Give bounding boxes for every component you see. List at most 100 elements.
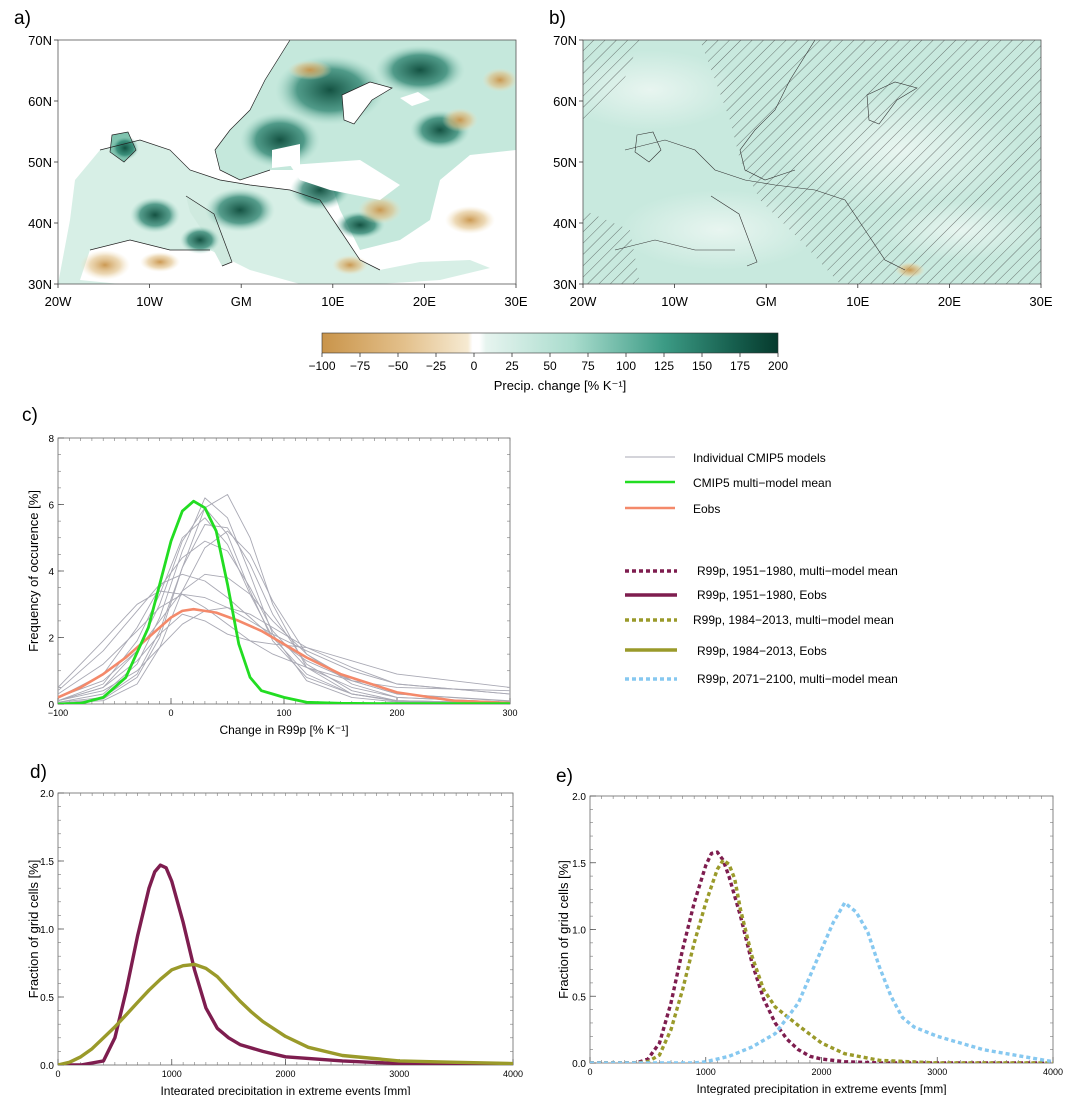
d-x-tick-label: 0: [55, 1069, 60, 1079]
colorbar-tick-label: 25: [505, 359, 519, 373]
d-y-axis-label: Fraction of grid cells [%]: [26, 860, 41, 999]
map-b-coastlines: [614, 39, 918, 271]
map-a-lon-label: 20E: [413, 294, 436, 309]
legend-label-individual: Individual CMIP5 models: [693, 451, 826, 465]
d-y-tick-label: 2.0: [40, 789, 54, 800]
chart-e: 0 1000 2000 3000 4000 0.0 0.5 1.0 1.5 2.0 Integrat…: [556, 792, 1063, 1095]
map-b-lon-label: 10W: [661, 294, 688, 309]
c-x-tick-label: 300: [502, 708, 517, 718]
map-a-lat-label: 30N: [28, 277, 52, 292]
panel-label-d: d): [30, 762, 47, 783]
colorbar: −100 −75 −50 −25 0 25 50 75 100 125 150 175 200 Prec…: [308, 332, 788, 393]
legend-label-r5: R99p, 2071−2100, multi−model mean: [697, 672, 898, 686]
map-a: [57, 39, 517, 285]
e-y-tick-label: 0.0: [572, 1059, 586, 1070]
map-b-lat-label: 50N: [553, 155, 577, 170]
d-x-tick-label: 2000: [275, 1069, 295, 1079]
map-a-coastlines: [89, 39, 393, 271]
colorbar-tick-label: 175: [730, 359, 750, 373]
c-x-axis-label: Change in R99p [% K⁻¹]: [219, 723, 348, 737]
map-a-lat-label: 50N: [28, 155, 52, 170]
c-series-individual-model: [58, 497, 510, 704]
colorbar-ticks: −100 −75 −50 −25 0 25 50 75 100 125 150 175 200: [308, 353, 788, 373]
e-x-axis-label: Integrated precipitation in extreme even…: [696, 1082, 946, 1095]
colorbar-tick-label: 0: [471, 359, 478, 373]
c-y-tick-label: 4: [48, 567, 54, 578]
c-y-tick-label: 8: [48, 434, 54, 445]
c-plot-frame: [57, 437, 511, 705]
map-b-lon-label: 30E: [1029, 294, 1052, 309]
colorbar-tick-label: −100: [308, 359, 335, 373]
map-b: [582, 39, 1042, 285]
e-x-tick-label: 0: [587, 1067, 592, 1077]
colorbar-tick-label: −50: [388, 359, 409, 373]
d-y-tick-label: 1.0: [40, 925, 54, 936]
colorbar-tick-label: −75: [350, 359, 371, 373]
panel-label-e: e): [556, 766, 573, 787]
d-series-r99p-1951-1980-eobs: [58, 863, 513, 1065]
legend-label-r3: R99p, 1984−2013, multi−model mean: [693, 613, 894, 627]
legend-r5: R99p, 2071−2100, multi−model mean: [625, 672, 898, 686]
map-b-lon-label: 10E: [846, 294, 869, 309]
c-series-individual-model: [58, 530, 510, 704]
legend-label-r2: R99p, 1951−1980, Eobs: [697, 588, 827, 602]
map-axes: 70N 60N 50N 40N 30N 20W 10W GM 10E 20E 30E 70N 60N 50…: [28, 33, 1053, 309]
legend-individual: Individual CMIP5 models: [625, 451, 826, 465]
e-series-r99p-2071-2100-mmm: [590, 901, 1053, 1063]
c-series-individual-model: [58, 613, 510, 702]
c-x-tick-label: 200: [389, 708, 404, 718]
legend-mmm: CMIP5 multi−model mean: [625, 476, 831, 490]
e-y-tick-label: 0.5: [572, 992, 586, 1003]
d-plot-frame: [57, 792, 514, 1066]
map-a-field: [58, 40, 516, 284]
e-x-tick-label: 4000: [1043, 1067, 1063, 1077]
map-a-lon-label: 10E: [321, 294, 344, 309]
d-x-tick-label: 3000: [389, 1069, 409, 1079]
legend-r3: R99p, 1984−2013, multi−model mean: [625, 613, 894, 627]
colorbar-label: Precip. change [% K⁻¹]: [494, 378, 627, 393]
d-y-tick-label: 1.5: [40, 857, 54, 868]
map-a-lat-label: 40N: [28, 216, 52, 231]
map-a-lat-label: 60N: [28, 94, 52, 109]
e-plot-frame: [589, 795, 1054, 1064]
map-b-lon-label: 20W: [570, 294, 597, 309]
d-x-tick-label: 1000: [162, 1069, 182, 1079]
c-series-individual-model: [58, 524, 510, 704]
map-b-lat-label: 60N: [553, 94, 577, 109]
c-x-tick-label: 100: [276, 708, 291, 718]
colorbar-tick-label: 125: [654, 359, 674, 373]
d-y-tick-label: 0.0: [40, 1061, 54, 1072]
map-b-lon-label: 20E: [938, 294, 961, 309]
panel-label-b: b): [549, 8, 566, 29]
e-x-tick-label: 1000: [696, 1067, 716, 1077]
map-a-lon-label: 30E: [504, 294, 527, 309]
d-y-tick-label: 0.5: [40, 993, 54, 1004]
c-y-tick-label: 6: [48, 501, 54, 512]
colorbar-tick-label: −25: [426, 359, 447, 373]
legend-r4: R99p, 1984−2013, Eobs: [625, 644, 827, 658]
d-series-r99p-1984-2013-eobs: [58, 962, 513, 1065]
chart-d: 0 1000 2000 3000 4000 0.0 0.5 1.0 1.5 2.0 Integrat…: [26, 789, 523, 1095]
map-a-lon-label: 10W: [136, 294, 163, 309]
map-b-lon-label: GM: [756, 294, 777, 309]
legend-eobs: Eobs: [625, 502, 720, 516]
map-a-lon-label: GM: [231, 294, 252, 309]
c-series-multi-model-mean: [58, 499, 510, 704]
c-x-tick-label: −100: [48, 708, 68, 718]
legend-r1: R99p, 1951−1980, multi−model mean: [625, 564, 898, 578]
panel-label-a: a): [14, 8, 31, 29]
e-y-tick-label: 1.0: [572, 926, 586, 937]
colorbar-tick-label: 75: [581, 359, 595, 373]
legend-label-eobs: Eobs: [693, 502, 720, 516]
map-b-field: [583, 40, 1041, 284]
c-x-tick-label: 0: [168, 708, 173, 718]
colorbar-ramp: [321, 332, 779, 354]
legend: Individual CMIP5 models CMIP5 multi−mode…: [625, 451, 898, 686]
c-y-tick-label: 2: [48, 634, 54, 645]
e-series-r99p-1984-2013-mmm: [590, 858, 1053, 1063]
c-series-individual-model: [58, 494, 510, 704]
c-series-eobs: [58, 607, 510, 704]
colorbar-tick-label: 50: [543, 359, 557, 373]
e-y-axis-label: Fraction of grid cells [%]: [556, 860, 571, 999]
